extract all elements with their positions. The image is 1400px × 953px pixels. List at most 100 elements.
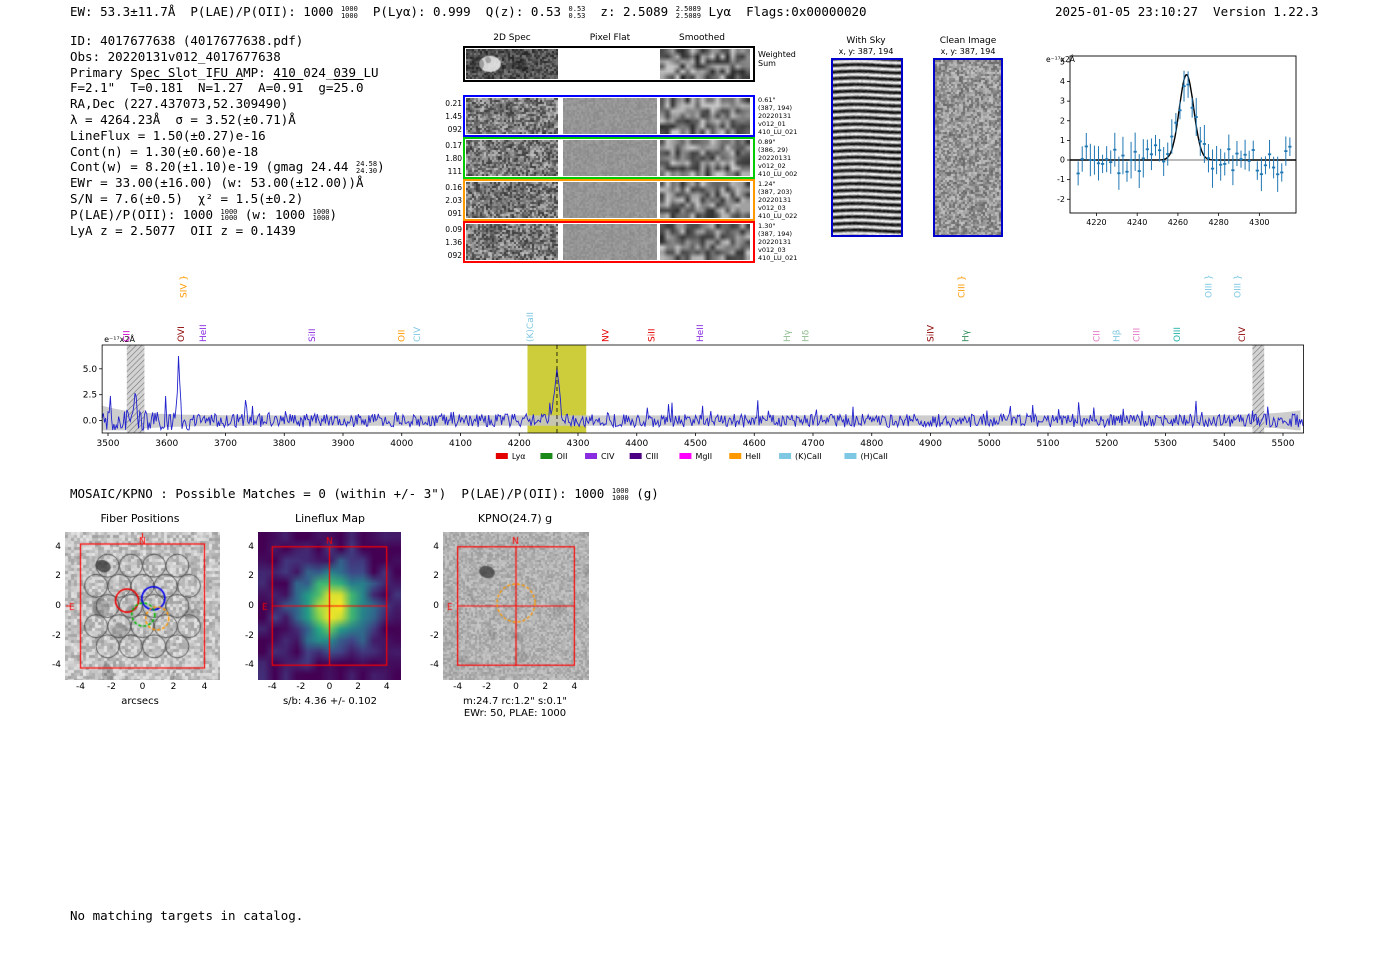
svg-text:3: 3	[1060, 97, 1065, 106]
svg-text:5000: 5000	[978, 439, 1001, 449]
svg-text:3500: 3500	[97, 439, 120, 449]
axis-tick-label: 2	[542, 682, 549, 692]
svg-text:4800: 4800	[860, 439, 883, 449]
row-left-labels: 0.21 1.45 092	[445, 99, 462, 134]
line-fit-plot: -2 -1 0 1 2 3 4 5 4220 4240 4260 4280 4300 e⁻¹⁷x2Å	[1046, 55, 1297, 227]
svg-text:4600: 4600	[743, 439, 766, 449]
svg-text:SiII: SiII	[308, 328, 318, 342]
row-smoothed-image	[660, 182, 750, 218]
axis-tick-label: -4	[453, 682, 463, 692]
info-line: P(LAE)/P(OII): 1000 1000 1000 (w: 1000 10…	[70, 206, 338, 223]
detection-info-block: ID: 4017677638 (4017677638.pdf) Obs: 2022…	[70, 33, 385, 238]
footer-notes: No matching targets in catalog. Row inte…	[70, 876, 303, 953]
row-pixelflat-image	[563, 224, 657, 260]
svg-text:4900: 4900	[919, 439, 942, 449]
svg-text:0: 0	[1060, 156, 1065, 165]
svg-text:SiIV: SiIV	[926, 324, 936, 342]
svg-text:1: 1	[1060, 136, 1065, 145]
fiber-positions-title: Fiber Positions	[100, 512, 180, 525]
svg-text:5: 5	[1060, 57, 1065, 66]
axis-tick-label: -2	[482, 682, 492, 692]
svg-text:OVI: OVI	[177, 326, 187, 342]
kpno-title: KPNO(24.7) g	[477, 512, 553, 525]
axis-tick-label: 2	[433, 571, 439, 582]
svg-text:OII: OII	[556, 452, 567, 461]
svg-text:CIII }: CIII }	[958, 275, 968, 298]
kpno-image	[443, 532, 589, 680]
stacked-fraction: 24.58 24.30	[355, 160, 378, 175]
svg-text:4280: 4280	[1208, 218, 1228, 227]
svg-text:SIV }: SIV }	[180, 275, 190, 298]
svg-text:-1: -1	[1057, 175, 1065, 184]
axis-tick-label: 0	[326, 682, 333, 692]
svg-text:(K)CaII: (K)CaII	[526, 312, 536, 342]
clean-image-subtitle: x, y: 387, 194	[940, 47, 996, 56]
axis-tick-label: 4	[433, 541, 439, 552]
lineflux-map-panel: Lineflux Map s/b: 4.36 +/- 0.102 -4 -4 -2 -…	[230, 510, 430, 735]
fiber-positions-panel: Fiber Positions arcsecs -4 -4 -2 -2 0 0 2 2 4 4	[40, 510, 240, 735]
cutout-row-border	[463, 137, 755, 179]
axis-tick-label: 0	[513, 682, 519, 692]
svg-text:4400: 4400	[625, 439, 648, 449]
row-2dspec-image	[466, 98, 558, 134]
axis-tick-label: 2	[355, 682, 361, 692]
stacked-fraction: 1000 1000	[220, 207, 238, 223]
row-left-labels: 0.16 2.03 091	[445, 183, 462, 218]
axis-tick-label: -4	[76, 682, 85, 692]
axis-tick-label: 0	[139, 682, 146, 692]
svg-text:4500: 4500	[684, 439, 707, 449]
svg-text:5500: 5500	[1272, 439, 1295, 449]
svg-text:-2: -2	[1057, 195, 1065, 204]
kpno-cutout-panel: KPNO(24.7) g m:24.7 rc:1.2" s:0.1" EWr: …	[415, 510, 615, 735]
info-line: Primary Spec_Slot_IFU_AMP: 410_024_039_L…	[70, 64, 379, 80]
info-line: λ = 4264.23Å σ = 3.52(±0.71)Å	[70, 111, 296, 127]
svg-text:CIII: CIII	[1133, 328, 1143, 342]
weighted-smoothed-image	[660, 49, 750, 79]
svg-text:Hδ: Hδ	[801, 329, 811, 342]
svg-text:4220: 4220	[1086, 218, 1106, 227]
info-line: Obs: 20220131v012_4017677638	[70, 48, 281, 64]
svg-text:4700: 4700	[802, 439, 825, 449]
axis-tick-label: -2	[245, 630, 254, 641]
weighted-2dspec-image	[466, 49, 558, 79]
svg-text:3900: 3900	[332, 439, 355, 449]
axis-tick-label: 2	[248, 571, 254, 582]
svg-text:OIII: OIII	[1173, 327, 1183, 342]
fiber-positions-image	[65, 532, 220, 680]
svg-text:4100: 4100	[449, 439, 472, 449]
kpno-caption-2: EWr: 50, PLAE: 1000	[463, 708, 567, 719]
stacked-fraction: 1000 1000	[312, 207, 330, 223]
svg-text:(H)CaII: (H)CaII	[860, 452, 887, 461]
info-line: ID: 4017677638 (4017677638.pdf)	[70, 33, 304, 48]
svg-text:4260: 4260	[1168, 218, 1188, 227]
svg-text:CIV: CIV	[601, 452, 615, 461]
row-smoothed-image	[660, 98, 750, 134]
svg-text:OIII }: OIII }	[1204, 274, 1214, 298]
svg-text:SiII: SiII	[647, 328, 657, 342]
clean-image-panel: Clean Image x, y: 387, 194	[922, 36, 1014, 60]
svg-text:5.0: 5.0	[83, 365, 98, 375]
row-right-labels: 1.30" (387, 194) 20220131 v012_03 410_LU_021	[758, 222, 798, 262]
cutout-row-border	[463, 179, 755, 221]
axis-tick-label: 4	[201, 682, 208, 692]
svg-text:CIV: CIV	[413, 326, 423, 342]
svg-text:3600: 3600	[155, 439, 178, 449]
header-timestamp: 2025-01-05 23:10:27 Version 1.22.3	[1055, 4, 1319, 19]
svg-text:e⁻¹⁷x2Å: e⁻¹⁷x2Å	[1046, 55, 1076, 64]
col-header-smoothed: Smoothed	[679, 33, 725, 43]
info-line: LineFlux = 1.50(±0.27)e-16	[70, 127, 266, 143]
info-line: LyA z = 2.5077 OII z = 0.1439	[70, 222, 296, 238]
axis-tick-label: -4	[52, 660, 61, 671]
svg-text:2: 2	[1060, 116, 1065, 125]
axis-tick-label: -2	[296, 682, 306, 692]
svg-text:e⁻¹⁷x2Å: e⁻¹⁷x2Å	[104, 333, 135, 344]
row-pixelflat-image	[563, 182, 657, 218]
stacked-fraction: 1000 1000	[340, 5, 358, 20]
svg-text:4200: 4200	[508, 439, 531, 449]
axis-tick-label: -4	[267, 682, 277, 692]
info-line: S/N = 7.6(±0.5) χ² = 1.5(±0.2)	[70, 190, 304, 206]
svg-text:HeII: HeII	[696, 324, 706, 342]
axis-tick-label: 4	[248, 541, 254, 552]
header-summary: EW: 53.3±11.7Å P(LAE)/P(OII): 1000 1000 1…	[70, 4, 867, 20]
svg-text:CIII: CIII	[646, 452, 659, 461]
